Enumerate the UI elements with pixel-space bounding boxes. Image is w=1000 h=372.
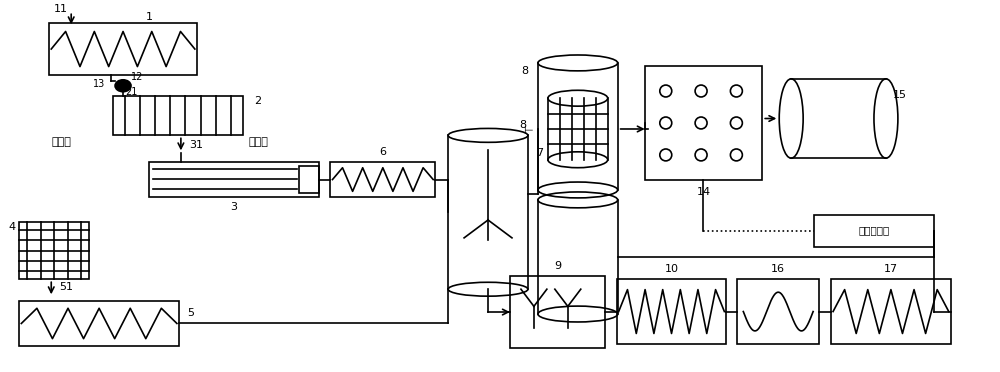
Text: 5: 5 <box>187 308 194 318</box>
Text: 出料端: 出料端 <box>249 137 269 147</box>
Text: 15: 15 <box>893 90 907 100</box>
Bar <box>645 66 762 180</box>
Text: 10: 10 <box>665 264 679 275</box>
Bar <box>330 162 435 197</box>
Bar <box>149 162 319 197</box>
Bar <box>19 222 89 279</box>
Text: 6: 6 <box>379 147 386 157</box>
Text: 17: 17 <box>884 264 898 275</box>
Text: 21: 21 <box>125 87 137 97</box>
Text: 4: 4 <box>8 222 15 232</box>
Bar <box>617 279 726 344</box>
Text: 2: 2 <box>254 96 261 106</box>
Text: 8: 8 <box>519 120 526 130</box>
Bar <box>510 276 605 348</box>
Text: 1: 1 <box>145 12 152 22</box>
Ellipse shape <box>115 80 131 92</box>
Text: 11: 11 <box>54 4 68 15</box>
Text: 16: 16 <box>771 264 785 275</box>
Bar <box>831 279 951 344</box>
Text: 9: 9 <box>554 262 561 272</box>
Text: ⊢: ⊢ <box>523 126 533 136</box>
Text: 3: 3 <box>230 202 237 212</box>
Bar <box>113 96 243 135</box>
Text: 进料端: 进料端 <box>51 137 71 147</box>
Bar <box>49 23 197 75</box>
Text: 热脱附装置: 热脱附装置 <box>858 226 890 236</box>
Bar <box>299 166 319 193</box>
Text: 31: 31 <box>189 140 203 150</box>
Bar <box>814 215 934 247</box>
Text: 8: 8 <box>521 66 528 76</box>
Text: 51: 51 <box>59 282 73 292</box>
Text: 12: 12 <box>131 72 143 82</box>
Text: 13: 13 <box>93 79 105 89</box>
Bar <box>737 279 819 344</box>
Text: 14: 14 <box>696 187 710 197</box>
Bar <box>19 301 179 346</box>
Text: 7: 7 <box>536 148 543 158</box>
